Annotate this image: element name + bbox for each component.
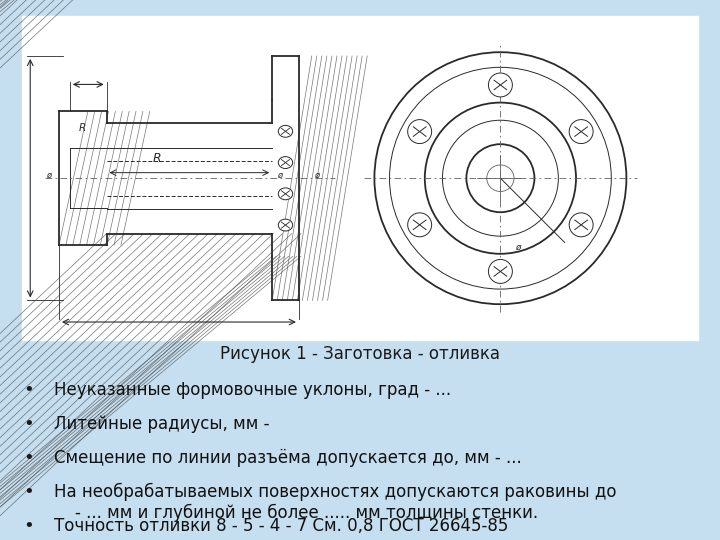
Text: Литейные радиусы, мм -: Литейные радиусы, мм - bbox=[54, 415, 269, 433]
Ellipse shape bbox=[278, 219, 292, 231]
Text: На необрабатываемых поверхностях допускаются раковины до
    - ... мм и глубиной: На необрабатываемых поверхностях допуска… bbox=[54, 483, 616, 522]
Text: ø: ø bbox=[45, 171, 51, 180]
Text: •: • bbox=[24, 483, 34, 501]
Text: Рисунок 1 - Заготовка - отливка: Рисунок 1 - Заготовка - отливка bbox=[220, 345, 500, 363]
Ellipse shape bbox=[390, 68, 611, 289]
Ellipse shape bbox=[278, 157, 292, 168]
Text: •: • bbox=[24, 415, 34, 433]
Text: •: • bbox=[24, 449, 34, 467]
Ellipse shape bbox=[408, 213, 431, 237]
Text: •: • bbox=[24, 517, 34, 535]
Text: R: R bbox=[153, 152, 161, 165]
Text: Смещение по линии разъёма допускается до, мм - ...: Смещение по линии разъёма допускается до… bbox=[54, 449, 522, 467]
FancyBboxPatch shape bbox=[22, 16, 698, 340]
Ellipse shape bbox=[570, 213, 593, 237]
Text: •: • bbox=[24, 381, 34, 399]
Ellipse shape bbox=[425, 103, 576, 254]
Text: ø: ø bbox=[276, 171, 282, 180]
Ellipse shape bbox=[467, 144, 534, 212]
Ellipse shape bbox=[408, 120, 431, 144]
Text: ø: ø bbox=[314, 171, 320, 180]
Ellipse shape bbox=[374, 52, 626, 304]
Text: Неуказанные формовочные уклоны, град - ...: Неуказанные формовочные уклоны, град - .… bbox=[54, 381, 451, 399]
Ellipse shape bbox=[442, 120, 559, 236]
Ellipse shape bbox=[278, 125, 292, 137]
Text: Точность отливки 8 - 5 - 4 - 7 См. 0,8 ГОСТ 26645-85: Точность отливки 8 - 5 - 4 - 7 См. 0,8 Г… bbox=[54, 517, 508, 535]
Ellipse shape bbox=[570, 120, 593, 144]
Text: ø: ø bbox=[515, 242, 520, 252]
Ellipse shape bbox=[278, 188, 292, 200]
Text: R: R bbox=[79, 123, 86, 133]
Ellipse shape bbox=[488, 73, 513, 97]
Ellipse shape bbox=[488, 259, 513, 284]
